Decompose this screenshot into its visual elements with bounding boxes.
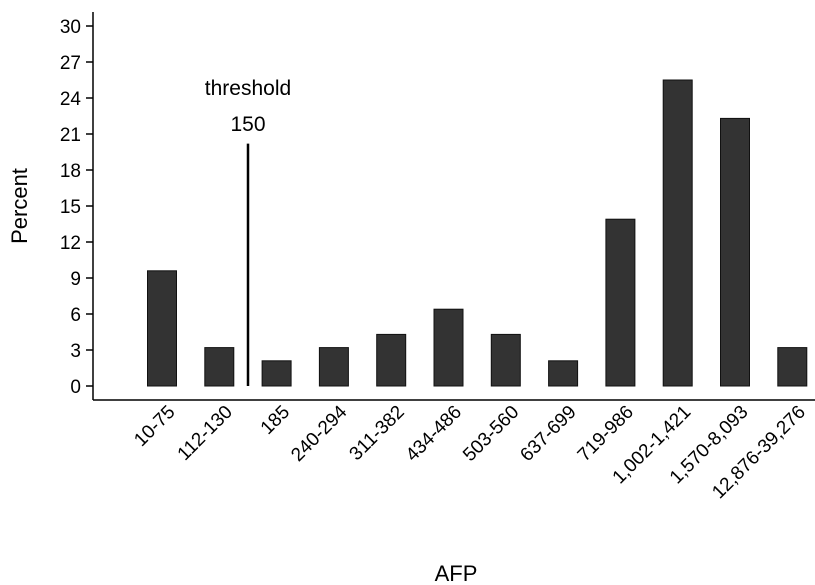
- bar: [777, 347, 808, 387]
- y-tick-label: 27: [60, 53, 81, 74]
- bar: [662, 79, 693, 387]
- x-tick-label: 240-294: [287, 401, 351, 465]
- bar: [720, 117, 750, 387]
- bar: [433, 308, 464, 387]
- bar: [376, 333, 407, 387]
- threshold-label: threshold: [205, 77, 291, 100]
- x-tick-label: 637-699: [516, 402, 580, 466]
- x-tick-label: 112-130: [174, 402, 237, 465]
- y-tick-label: 15: [60, 197, 81, 218]
- y-tick-label: 6: [70, 305, 81, 326]
- x-tick-label: 10-75: [130, 402, 179, 451]
- y-tick-label: 9: [70, 269, 81, 290]
- y-tick-label: 21: [60, 125, 81, 146]
- y-tick-label: 3: [70, 341, 81, 362]
- y-axis: 0 3 6 9 12 15 18 21 24 27 30: [60, 12, 94, 400]
- x-tick-label: 311-382: [346, 402, 409, 465]
- bar: [605, 218, 636, 387]
- x-axis-label: AFP: [435, 561, 478, 585]
- y-tick-label: 30: [60, 17, 81, 38]
- bar: [318, 347, 349, 387]
- y-tick-label: 24: [60, 89, 82, 110]
- x-tick-label: 503-560: [459, 402, 523, 466]
- bar: [261, 360, 292, 387]
- x-tick-label: 434-486: [402, 402, 466, 466]
- y-tick-label: 12: [60, 233, 81, 254]
- threshold-value: 150: [230, 113, 265, 136]
- threshold-annotation: threshold 150: [205, 77, 291, 386]
- x-tick-label: 185: [257, 402, 294, 439]
- bars: [147, 79, 808, 387]
- bar: [490, 333, 521, 387]
- bar: [204, 347, 235, 387]
- bar: [548, 360, 579, 387]
- y-tick-label: 18: [60, 161, 81, 182]
- bar: [147, 270, 177, 387]
- y-tick-label: 0: [70, 377, 81, 398]
- y-axis-label: Percent: [7, 168, 32, 244]
